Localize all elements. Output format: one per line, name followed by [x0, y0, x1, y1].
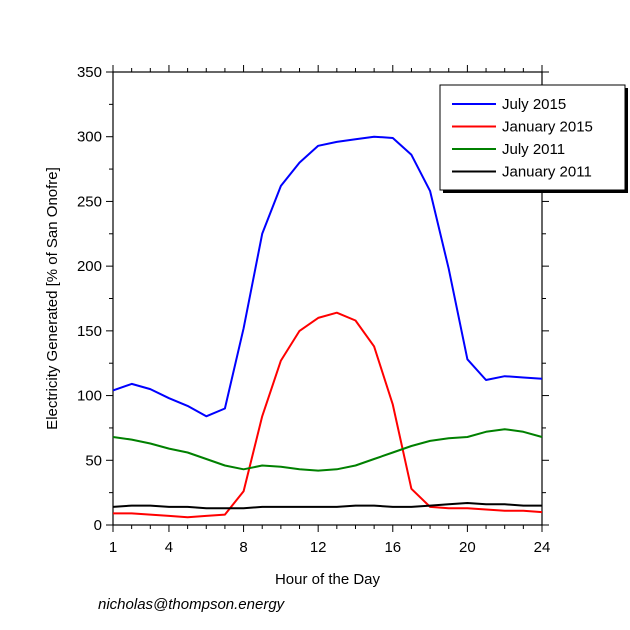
legend-label: July 2011	[502, 141, 565, 158]
y-tick-label: 250	[77, 193, 102, 210]
chart-marks: 0 50 100 150 200 250 300 350 1 4 8 12 16 20 24 Hour of …	[44, 64, 628, 588]
x-axis-label: Hour of the Day	[275, 571, 381, 588]
x-tick-label: 16	[384, 539, 401, 556]
y-tick-label: 0	[94, 517, 102, 534]
y-tick-label: 150	[77, 323, 102, 340]
x-tick-label: 8	[239, 539, 247, 556]
legend-label: January 2015	[502, 119, 593, 136]
series-line-july-2015	[112, 135, 543, 418]
y-tick-label: 300	[77, 129, 102, 146]
x-tick-label: 24	[534, 539, 551, 556]
y-tick-label: 100	[77, 388, 102, 405]
x-tick-label: 12	[310, 539, 327, 556]
series-line-january-2015	[113, 311, 543, 519]
series-line-january-2011	[112, 502, 542, 510]
x-tick-label: 20	[459, 539, 476, 556]
y-axis-label: Electricity Generated [% of San Onofre]	[44, 167, 61, 430]
x-tick-label: 1	[109, 539, 117, 556]
y-tick-label: 200	[77, 258, 102, 275]
legend-label: January 2011	[502, 164, 592, 181]
y-tick-label: 350	[77, 64, 102, 81]
series-line-july-2011	[112, 428, 543, 472]
y-tick-label: 50	[85, 452, 102, 469]
x-tick-label: 4	[165, 539, 173, 556]
author-credit: nicholas@thompson.energy	[98, 596, 285, 613]
legend-label: July 2015	[502, 96, 566, 113]
